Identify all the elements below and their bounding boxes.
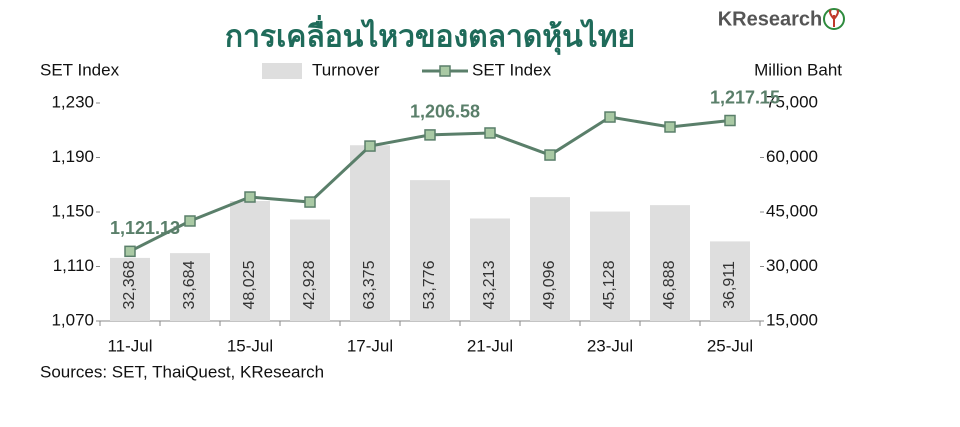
marker xyxy=(424,129,436,141)
x-tick-label: 25-Jul xyxy=(707,336,753,355)
x-tick-label: 21-Jul xyxy=(467,336,513,355)
bar xyxy=(710,241,750,321)
marker xyxy=(124,245,136,258)
bar-value-label: 46,888 xyxy=(661,260,678,309)
bar xyxy=(290,219,330,321)
legend-swatch xyxy=(262,63,302,79)
legend-marker xyxy=(439,65,451,77)
chart-title: การเคลื่อนไหวของตลาดหุ้นไทย xyxy=(225,15,635,56)
logo-text: KResearch xyxy=(718,8,823,30)
marker xyxy=(604,111,616,123)
x-tick-label: 15-Jul xyxy=(227,336,273,355)
legend-label: Turnover xyxy=(312,60,380,79)
marker xyxy=(244,191,256,203)
bar-value-label: 36,911 xyxy=(721,261,738,309)
logo-leaf xyxy=(829,9,839,27)
y-tick-label: 1,190 xyxy=(51,147,94,166)
source: Sources: SET, ThaiQuest, KResearch xyxy=(40,362,324,381)
logo: KResearch xyxy=(718,8,845,30)
bar xyxy=(230,201,270,321)
y2-tick-label: 15,000 xyxy=(766,310,818,329)
bar xyxy=(410,180,450,321)
data-label: 1,121.13 xyxy=(110,218,180,238)
y-tick-label: 1,230 xyxy=(51,92,94,111)
bar-value-label: 33,684 xyxy=(181,260,198,309)
y2-tick-label: 30,000 xyxy=(766,256,818,275)
x-tick-label: 23-Jul xyxy=(587,336,633,355)
logo-icon xyxy=(823,8,845,30)
marker xyxy=(364,140,376,152)
marker xyxy=(304,196,316,208)
bar xyxy=(170,253,210,321)
bar xyxy=(350,145,390,321)
marker xyxy=(484,127,496,139)
y-tick-label: 1,150 xyxy=(51,201,94,220)
bar-value-label: 42,928 xyxy=(301,260,318,309)
bar xyxy=(470,218,510,321)
bar-value-label: 49,096 xyxy=(541,260,558,309)
y-tick-label: 1,070 xyxy=(51,310,94,329)
marker xyxy=(664,121,676,133)
y2-axis-label: Million Baht xyxy=(754,60,842,79)
bar xyxy=(110,257,150,321)
data-label: 1,206.58 xyxy=(410,102,480,122)
bar-value-label: 53,776 xyxy=(421,260,438,309)
bar-value-label: 43,213 xyxy=(481,260,498,309)
data-label: 1,217.15 xyxy=(710,87,780,107)
y2-tick-label: 60,000 xyxy=(766,147,818,166)
bar-value-label: 32,368 xyxy=(121,260,138,309)
x-tick-label: 11-Jul xyxy=(107,336,152,355)
legend-label: SET Index xyxy=(472,60,552,79)
bar-value-label: 48,025 xyxy=(241,260,258,309)
y-axis-label: SET Index xyxy=(40,60,120,79)
y-tick-label: 1,110 xyxy=(53,256,94,275)
bar xyxy=(590,211,630,321)
marker xyxy=(184,215,196,227)
bar xyxy=(530,197,570,321)
y2-tick-label: 45,000 xyxy=(766,201,818,220)
bar-value-label: 63,375 xyxy=(361,260,378,309)
x-tick-label: 17-Jul xyxy=(347,336,393,355)
marker xyxy=(724,114,736,127)
bar-value-label: 45,128 xyxy=(601,260,618,309)
y2-tick-label: 75,000 xyxy=(766,92,818,111)
bar xyxy=(650,205,690,321)
marker xyxy=(544,149,556,161)
